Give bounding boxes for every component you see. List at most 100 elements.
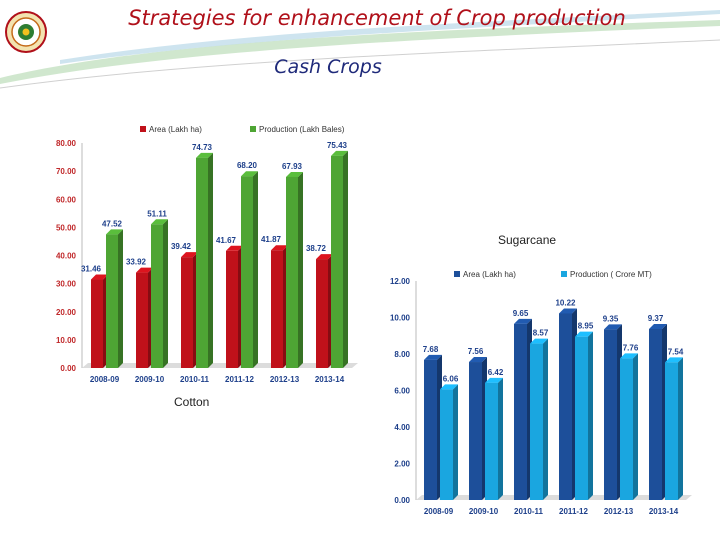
bar-front: [106, 234, 118, 368]
category-label: 2010-11: [180, 375, 209, 384]
data-label: 10.22: [555, 298, 576, 307]
y-tick-label: 20.00: [56, 308, 77, 317]
bar-top: [271, 245, 288, 251]
data-label: 39.42: [171, 242, 192, 251]
y-tick-label: 0.00: [394, 496, 410, 505]
bar-side: [118, 229, 123, 368]
bar-front: [331, 155, 343, 368]
bar-front: [469, 362, 482, 500]
bar-front: [485, 382, 498, 500]
bar-side: [343, 150, 348, 368]
bar-front: [424, 359, 437, 500]
legend-swatch: [140, 126, 146, 132]
bar-top: [485, 377, 503, 383]
data-label: 9.35: [603, 314, 619, 323]
bar: [620, 353, 638, 500]
bar-front: [91, 279, 103, 368]
bar-side: [253, 171, 258, 368]
bar: [514, 318, 532, 500]
y-tick-label: 10.00: [56, 336, 77, 345]
cotton-caption: Cotton: [174, 395, 210, 409]
legend-swatch: [454, 271, 460, 277]
bar-top: [181, 252, 198, 258]
bar-top: [559, 308, 577, 314]
y-tick-label: 80.00: [56, 139, 77, 148]
category-label: 2009-10: [469, 507, 499, 516]
data-label: 9.65: [513, 309, 529, 318]
cotton-bar-chart: 0.00 10.00 20.00 30.00 40.00 50.00 60.00 70.00 8…: [56, 125, 358, 384]
bar-top: [91, 274, 108, 280]
bar-front: [271, 250, 283, 368]
bar: [424, 354, 442, 500]
category-label: 2008-09: [90, 375, 120, 384]
bar: [604, 324, 622, 500]
bar-front: [196, 157, 208, 368]
bar-side: [208, 152, 213, 368]
bar-front: [440, 389, 453, 500]
bar: [106, 229, 123, 368]
y-tick-label: 6.00: [394, 387, 410, 396]
data-label: 6.42: [488, 368, 504, 377]
data-label: 31.46: [81, 265, 102, 274]
bar-top: [620, 353, 638, 359]
y-tick-label: 30.00: [56, 280, 77, 289]
bar-top: [196, 152, 213, 158]
bar-top: [604, 324, 622, 330]
data-label: 38.72: [306, 244, 327, 253]
bar-top: [514, 318, 532, 324]
bar-front: [604, 329, 617, 500]
y-tick-label: 8.00: [394, 350, 410, 359]
bar-front: [181, 257, 193, 368]
bar-front: [136, 272, 148, 368]
bar-top: [530, 338, 548, 344]
bar-front: [649, 328, 662, 500]
y-tick-label: 40.00: [56, 252, 77, 261]
legend-label: Production ( Crore MT): [570, 270, 652, 279]
data-label: 33.92: [126, 258, 147, 267]
legend-swatch: [250, 126, 256, 132]
category-label: 2013-14: [649, 507, 679, 516]
bar-front: [514, 323, 527, 500]
legend-label: Area (Lakh ha): [463, 270, 516, 279]
bar: [151, 219, 168, 368]
bar: [181, 252, 198, 368]
bar-front: [286, 176, 298, 368]
data-label: 7.68: [423, 345, 439, 354]
bar-top: [575, 331, 593, 337]
data-label: 8.57: [533, 329, 549, 338]
header-decoration: [0, 10, 720, 89]
bar-front: [151, 224, 163, 368]
bar-top: [469, 357, 487, 363]
data-label: 7.54: [668, 347, 684, 356]
bar-top: [424, 354, 442, 360]
bar: [440, 384, 458, 500]
bar: [286, 171, 303, 368]
data-label: 9.37: [648, 314, 664, 323]
y-tick-label: 10.00: [390, 314, 411, 323]
bar: [469, 357, 487, 500]
bar: [331, 150, 348, 368]
category-label: 2008-09: [424, 507, 454, 516]
bar: [316, 254, 333, 368]
data-label: 68.20: [237, 161, 258, 170]
y-tick-label: 4.00: [394, 423, 410, 432]
data-label: 74.73: [192, 143, 213, 152]
bar: [559, 308, 577, 500]
bar: [196, 152, 213, 368]
data-label: 41.87: [261, 235, 282, 244]
legend-label: Area (Lakh ha): [149, 125, 202, 134]
y-tick-label: 2.00: [394, 460, 410, 469]
bar: [649, 323, 667, 500]
bar-top: [136, 267, 153, 273]
category-label: 2009-10: [135, 375, 165, 384]
category-label: 2011-12: [225, 375, 254, 384]
data-label: 6.06: [443, 374, 459, 383]
bar: [665, 357, 683, 500]
legend-swatch: [561, 271, 567, 277]
data-label: 67.93: [282, 162, 303, 171]
data-label: 7.76: [623, 343, 639, 352]
bar-top: [286, 171, 303, 177]
legend-label: Production (Lakh Bales): [259, 125, 345, 134]
bar-side: [633, 353, 638, 500]
bar-top: [316, 254, 333, 260]
